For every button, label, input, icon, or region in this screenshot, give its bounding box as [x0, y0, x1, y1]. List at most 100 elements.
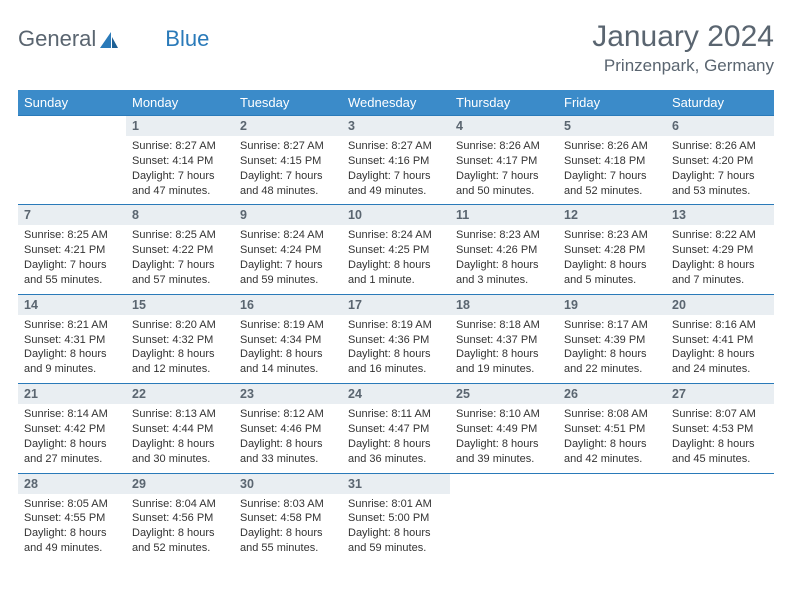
daylight-text: Daylight: 8 hours	[24, 526, 120, 541]
day-cell: Sunrise: 8:18 AMSunset: 4:37 PMDaylight:…	[450, 315, 558, 384]
sunset-text: Sunset: 4:46 PM	[240, 422, 336, 437]
daylight-text: and 59 minutes.	[348, 541, 444, 556]
sunset-text: Sunset: 4:58 PM	[240, 511, 336, 526]
sunset-text: Sunset: 4:34 PM	[240, 333, 336, 348]
sunset-text: Sunset: 4:47 PM	[348, 422, 444, 437]
day-number: 16	[234, 294, 342, 315]
daynum-row: 14151617181920	[18, 294, 774, 315]
daylight-text: and 30 minutes.	[132, 452, 228, 467]
daylight-text: Daylight: 8 hours	[240, 347, 336, 362]
daylight-text: Daylight: 8 hours	[564, 258, 660, 273]
day-cell: Sunrise: 8:23 AMSunset: 4:26 PMDaylight:…	[450, 225, 558, 294]
sunrise-text: Sunrise: 8:12 AM	[240, 407, 336, 422]
content-row: Sunrise: 8:14 AMSunset: 4:42 PM Daylight:…	[18, 404, 774, 473]
daylight-text: and 19 minutes.	[456, 362, 552, 377]
sunrise-text: Sunrise: 8:25 AM	[24, 228, 120, 243]
day-number: 19	[558, 294, 666, 315]
sunset-text: Sunset: 4:18 PM	[564, 154, 660, 169]
day-number: 5	[558, 116, 666, 137]
sunrise-text: Sunrise: 8:13 AM	[132, 407, 228, 422]
day-cell: Sunrise: 8:10 AMSunset: 4:49 PMDaylight:…	[450, 404, 558, 473]
sunset-text: Sunset: 4:25 PM	[348, 243, 444, 258]
sunrise-text: Sunrise: 8:21 AM	[24, 318, 120, 333]
sunrise-text: Sunrise: 8:20 AM	[132, 318, 228, 333]
daylight-text: Daylight: 7 hours	[348, 169, 444, 184]
daylight-text: and 9 minutes.	[24, 362, 120, 377]
sunrise-text: Sunrise: 8:01 AM	[348, 497, 444, 512]
daylight-text: and 16 minutes.	[348, 362, 444, 377]
day-number: 3	[342, 116, 450, 137]
day-cell: Sunrise: 8:21 AMSunset: 4:31 PMDaylight:…	[18, 315, 126, 384]
daylight-text: and 55 minutes.	[24, 273, 120, 288]
sunset-text: Sunset: 4:49 PM	[456, 422, 552, 437]
day-number: 31	[342, 473, 450, 494]
day-number: 4	[450, 116, 558, 137]
day-number: 7	[18, 205, 126, 226]
day-cell: Sunrise: 8:24 AMSunset: 4:24 PMDaylight:…	[234, 225, 342, 294]
day-cell: Sunrise: 8:11 AMSunset: 4:47 PMDaylight:…	[342, 404, 450, 473]
daylight-text: and 39 minutes.	[456, 452, 552, 467]
content-row: Sunrise: 8:27 AMSunset: 4:14 PMDaylight:…	[18, 136, 774, 205]
day-number: 23	[234, 384, 342, 405]
day-cell	[450, 494, 558, 562]
daylight-text: and 53 minutes.	[672, 184, 768, 199]
daylight-text: Daylight: 8 hours	[564, 437, 660, 452]
sunset-text: Sunset: 4:28 PM	[564, 243, 660, 258]
sunrise-text: Sunrise: 8:19 AM	[348, 318, 444, 333]
sunset-text: Sunset: 4:24 PM	[240, 243, 336, 258]
sunset-text: Sunset: 4:15 PM	[240, 154, 336, 169]
sunset-text: Sunset: 4:42 PM	[24, 422, 120, 437]
daylight-text: and 52 minutes.	[564, 184, 660, 199]
sunrise-text: Sunrise: 8:17 AM	[564, 318, 660, 333]
sunset-text: Sunset: 4:21 PM	[24, 243, 120, 258]
sunrise-text: Sunrise: 8:26 AM	[564, 139, 660, 154]
daylight-text: and 45 minutes.	[672, 452, 768, 467]
day-cell: Sunrise: 8:12 AMSunset: 4:46 PMDaylight:…	[234, 404, 342, 473]
daylight-text: and 49 minutes.	[348, 184, 444, 199]
daylight-text: Daylight: 8 hours	[348, 347, 444, 362]
sunrise-text: Sunrise: 8:18 AM	[456, 318, 552, 333]
day-number	[18, 116, 126, 137]
daylight-text: and 47 minutes.	[132, 184, 228, 199]
daylight-text: Daylight: 8 hours	[564, 347, 660, 362]
daylight-text: Daylight: 8 hours	[348, 437, 444, 452]
sunset-text: Sunset: 4:41 PM	[672, 333, 768, 348]
sunset-text: Sunset: 4:14 PM	[132, 154, 228, 169]
day-cell: Sunrise: 8:27 AMSunset: 4:15 PMDaylight:…	[234, 136, 342, 205]
sunrise-text: Sunrise: 8:05 AM	[24, 497, 120, 512]
daylight-text: and 33 minutes.	[240, 452, 336, 467]
day-number	[450, 473, 558, 494]
daylight-text: and 24 minutes.	[672, 362, 768, 377]
sunset-text: Sunset: 4:31 PM	[24, 333, 120, 348]
daylight-text: and 7 minutes.	[672, 273, 768, 288]
day-number	[666, 473, 774, 494]
sunrise-text: Sunrise: 8:08 AM	[564, 407, 660, 422]
daylight-text: Daylight: 8 hours	[132, 526, 228, 541]
day-number: 18	[450, 294, 558, 315]
sunrise-text: Sunrise: 8:14 AM	[24, 407, 120, 422]
day-cell: Sunrise: 8:22 AMSunset: 4:29 PMDaylight:…	[666, 225, 774, 294]
day-header: Thursday	[450, 90, 558, 116]
day-number: 10	[342, 205, 450, 226]
daylight-text: and 52 minutes.	[132, 541, 228, 556]
sunrise-text: Sunrise: 8:26 AM	[672, 139, 768, 154]
day-cell: Sunrise: 8:27 AMSunset: 4:14 PMDaylight:…	[126, 136, 234, 205]
daylight-text: and 49 minutes.	[24, 541, 120, 556]
sunrise-text: Sunrise: 8:16 AM	[672, 318, 768, 333]
sunset-text: Sunset: 4:16 PM	[348, 154, 444, 169]
sunrise-text: Sunrise: 8:11 AM	[348, 407, 444, 422]
sail-icon	[99, 31, 119, 49]
day-number: 27	[666, 384, 774, 405]
daylight-text: and 48 minutes.	[240, 184, 336, 199]
day-number: 6	[666, 116, 774, 137]
location-label: Prinzenpark, Germany	[592, 56, 774, 76]
day-cell: Sunrise: 8:20 AMSunset: 4:32 PMDaylight:…	[126, 315, 234, 384]
day-header: Friday	[558, 90, 666, 116]
day-cell: Sunrise: 8:26 AMSunset: 4:20 PMDaylight:…	[666, 136, 774, 205]
daylight-text: and 42 minutes.	[564, 452, 660, 467]
brand-part2: Blue	[165, 26, 209, 52]
day-number: 11	[450, 205, 558, 226]
sunset-text: Sunset: 4:56 PM	[132, 511, 228, 526]
day-cell: Sunrise: 8:19 AMSunset: 4:34 PMDaylight:…	[234, 315, 342, 384]
day-cell: Sunrise: 8:24 AMSunset: 4:25 PMDaylight:…	[342, 225, 450, 294]
